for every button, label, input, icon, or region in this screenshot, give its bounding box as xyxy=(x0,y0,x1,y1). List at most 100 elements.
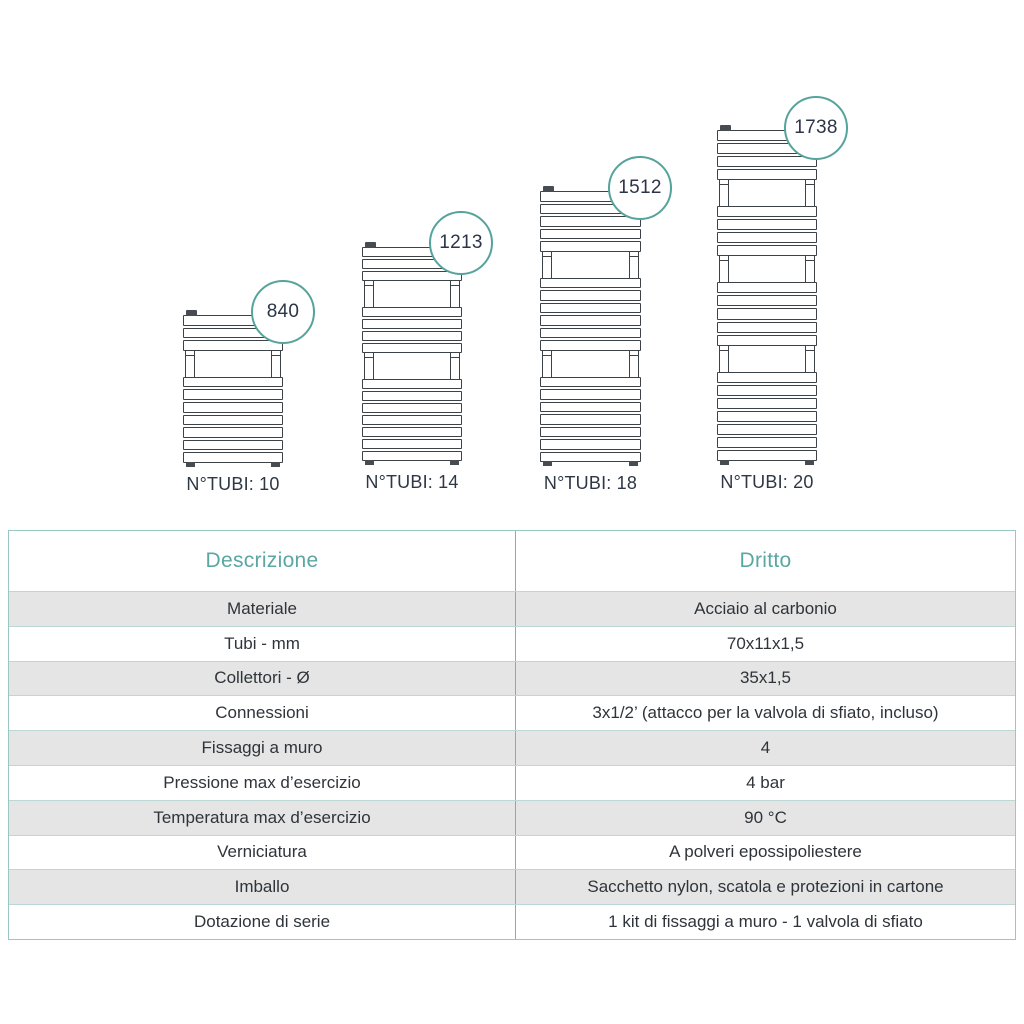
radiator-tube xyxy=(540,290,641,301)
radiator-tube xyxy=(540,228,641,239)
tube-count-label: N°TUBI: 10 xyxy=(186,474,280,494)
spec-label: Imballo xyxy=(234,877,290,897)
radiator-tube xyxy=(540,315,641,326)
radiator-tube xyxy=(183,340,283,351)
table-row: Tubi - mm 70x11x1,5 xyxy=(9,625,1015,661)
collector-post xyxy=(364,281,374,307)
collector-post xyxy=(629,350,639,377)
collector-post xyxy=(719,180,729,207)
tube-count-label: N°TUBI: 14 xyxy=(365,472,459,492)
spec-value: 35x1,5 xyxy=(515,661,1015,696)
radiator-tube xyxy=(717,334,817,346)
radiator-tube xyxy=(717,423,817,435)
radiator-tube xyxy=(362,307,462,317)
foot-left xyxy=(186,462,195,467)
spec-value: 90 °C xyxy=(515,800,1015,835)
radiator-drawing: N°TUBI: 18 xyxy=(540,186,641,493)
valve-cap-icon xyxy=(365,242,376,248)
radiator-tube xyxy=(540,241,641,252)
spec-value: 4 bar xyxy=(515,765,1015,800)
table-row: Materiale Acciaio al carbonio xyxy=(9,591,1015,626)
spec-value: 1 kit di fissaggi a muro - 1 valvola di … xyxy=(515,905,1015,939)
radiator-tube xyxy=(362,271,462,281)
spec-label: Fissaggi a muro xyxy=(201,738,323,758)
radiator-tube xyxy=(183,389,283,400)
foot-left xyxy=(543,461,552,466)
radiator-tube xyxy=(717,156,817,168)
radiator-tube xyxy=(717,449,817,461)
radiator-tube xyxy=(540,426,641,437)
radiator-tube xyxy=(183,376,283,388)
radiator-tube xyxy=(540,401,641,412)
collector-post xyxy=(450,353,460,379)
radiator-tube xyxy=(717,282,817,294)
radiator-drawing: N°TUBI: 10 xyxy=(183,310,283,494)
radiator-tube xyxy=(540,414,641,425)
radiator-tube xyxy=(362,451,462,461)
radiator-tube xyxy=(362,403,462,413)
spec-value: 4 xyxy=(515,731,1015,765)
tube-count-label: N°TUBI: 18 xyxy=(543,473,638,493)
table-row: Pressione max d’esercizio 4 bar xyxy=(9,764,1015,800)
valve-cap-icon xyxy=(543,186,554,192)
valve-cap-icon xyxy=(720,125,731,131)
radiator-tube xyxy=(183,414,283,426)
radiator-tube xyxy=(540,451,641,462)
radiator-tube xyxy=(183,452,283,463)
collector-gap xyxy=(717,180,817,207)
spec-label: Pressione max d’esercizio xyxy=(163,772,361,792)
radiator-tube xyxy=(717,219,817,231)
collector-post xyxy=(629,251,639,278)
spec-value: 3x1/2’ (attacco per la valvola di sfiato… xyxy=(515,696,1015,731)
radiator-tube xyxy=(183,439,283,451)
radiator-tube xyxy=(540,277,641,288)
collector-post xyxy=(805,256,815,283)
collector-post xyxy=(719,256,729,283)
collector-post xyxy=(364,353,374,379)
collector-post xyxy=(805,345,815,372)
collector-gap xyxy=(540,350,641,377)
collector-gap xyxy=(717,256,817,283)
radiator-tube xyxy=(362,415,462,425)
foot-right xyxy=(629,461,638,466)
collector-post xyxy=(542,350,552,377)
table-row: Fissaggi a muro 4 xyxy=(9,730,1015,765)
table-row: Imballo Sacchetto nylon, scatola e prote… xyxy=(9,869,1015,905)
table-row: Verniciatura A polveri epossipoliestere xyxy=(9,834,1015,870)
radiator-tube xyxy=(540,340,641,351)
radiator-tube xyxy=(717,295,817,307)
spec-value: Acciaio al carbonio xyxy=(515,592,1015,626)
spec-label: Verniciatura xyxy=(217,842,307,862)
collector-gap xyxy=(362,353,462,379)
spec-label: Dotazione di serie xyxy=(193,912,331,932)
collector-gap xyxy=(540,251,641,278)
spec-value: 70x11x1,5 xyxy=(515,626,1015,661)
col-header-dritto: Dritto xyxy=(515,531,1015,591)
collector-post xyxy=(185,350,195,377)
radiator-tube xyxy=(362,391,462,401)
collector-gap xyxy=(362,281,462,307)
col-header-descrizione: Descrizione xyxy=(205,549,319,572)
radiator-drawing: N°TUBI: 20 xyxy=(717,125,817,492)
radiator-tube xyxy=(717,371,817,383)
height-callout: 840 xyxy=(251,280,315,344)
radiator-tube xyxy=(540,376,641,387)
tube-count-label: N°TUBI: 20 xyxy=(720,472,814,492)
radiator-tube xyxy=(540,389,641,400)
radiator-tube xyxy=(717,232,817,244)
radiator-tube xyxy=(183,427,283,438)
height-callout: 1738 xyxy=(784,96,848,160)
table-row: Collettori - Ø 35x1,5 xyxy=(9,660,1015,696)
collector-gap xyxy=(183,350,283,377)
radiator-tube xyxy=(717,321,817,333)
spec-label: Collettori - Ø xyxy=(214,668,310,688)
radiator-tube xyxy=(717,169,817,181)
radiator-tube xyxy=(183,401,283,413)
spec-label: Tubi - mm xyxy=(224,633,300,653)
collector-post xyxy=(805,180,815,207)
radiator-tube xyxy=(717,308,817,320)
foot-left xyxy=(720,460,729,465)
radiator-tube xyxy=(362,439,462,449)
radiator-tube xyxy=(717,206,817,218)
